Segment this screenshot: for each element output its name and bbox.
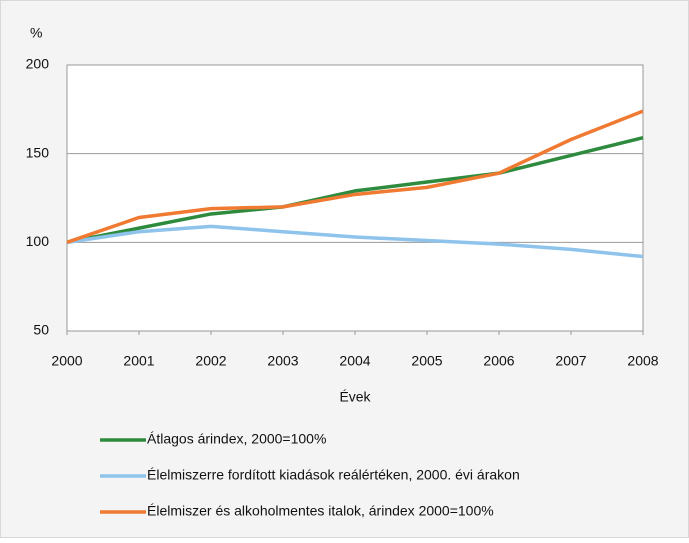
y-tick-label: 200	[26, 56, 50, 72]
x-tick-label: 2001	[123, 353, 154, 369]
x-tick-label: 2006	[483, 353, 514, 369]
y-tick-label: 100	[26, 233, 50, 249]
x-tick-label: 2002	[195, 353, 226, 369]
x-tick-label: 2004	[339, 353, 370, 369]
x-axis-label: Évek	[339, 389, 371, 405]
legend-label: Élelmiszerre fordított kiadások reálérté…	[147, 467, 520, 483]
y-tick-label: 50	[33, 322, 49, 338]
y-axis-label: %	[30, 25, 42, 41]
x-tick-label: 2005	[411, 353, 442, 369]
series-line	[66, 109, 644, 244]
legend-label: Átlagos árindex, 2000=100%	[147, 431, 326, 447]
series-line	[66, 224, 644, 259]
plot-area	[66, 64, 644, 332]
x-tick-label: 2000	[51, 353, 82, 369]
y-tick-label: 150	[26, 144, 50, 160]
x-tick-label: 2008	[627, 353, 658, 369]
x-tick-label: 2007	[555, 353, 586, 369]
legend-label: Élelmiszer és alkoholmentes italok, árin…	[147, 503, 494, 519]
x-tick-label: 2003	[267, 353, 298, 369]
series-line	[66, 136, 644, 245]
